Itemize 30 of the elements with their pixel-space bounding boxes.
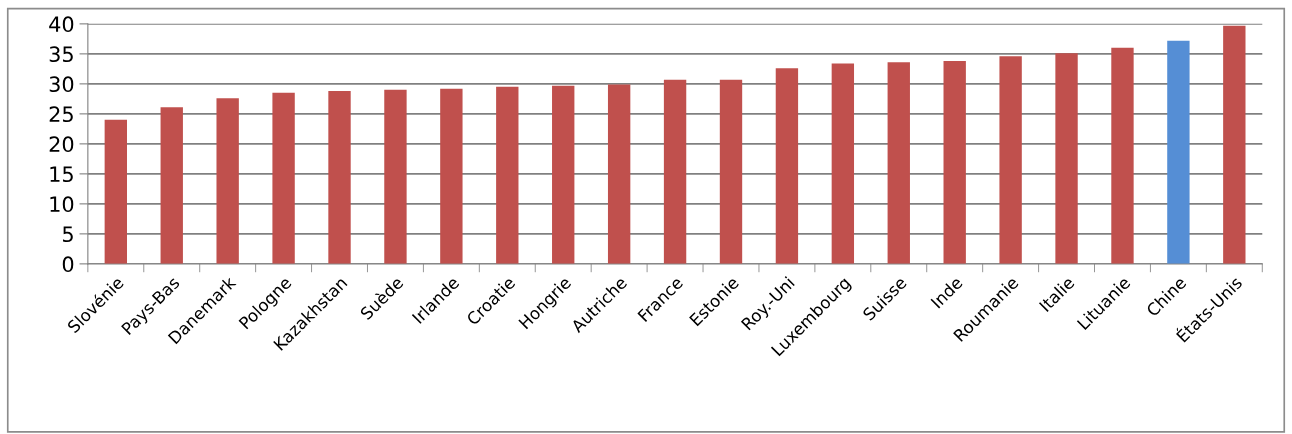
bar <box>775 68 799 264</box>
bar <box>216 98 239 264</box>
bar <box>272 92 295 264</box>
bar <box>384 89 407 264</box>
bar <box>831 63 855 264</box>
y-tick-label: 15 <box>50 166 73 183</box>
bar <box>1223 25 1246 264</box>
y-tick-label: 35 <box>49 46 73 63</box>
bar <box>663 79 687 264</box>
y-tick-label: 10 <box>50 196 74 213</box>
y-tick-label: 5 <box>63 226 73 243</box>
bar <box>440 88 463 264</box>
y-tick-label: 30 <box>49 76 74 93</box>
bar <box>943 61 966 264</box>
bar <box>1055 53 1078 264</box>
bar <box>104 119 127 264</box>
bar <box>160 107 183 264</box>
bar <box>496 86 519 264</box>
y-tick-label: 20 <box>49 136 74 153</box>
y-tick-label: 40 <box>49 16 74 33</box>
bar <box>887 62 910 264</box>
bar <box>328 91 351 264</box>
bar <box>607 84 631 264</box>
y-tick-label: 25 <box>49 106 73 123</box>
bar <box>552 85 575 264</box>
y-tick-label: 0 <box>62 256 74 273</box>
bar <box>1167 40 1190 264</box>
bar <box>719 79 743 264</box>
bar <box>1111 47 1134 264</box>
bar <box>999 56 1022 264</box>
